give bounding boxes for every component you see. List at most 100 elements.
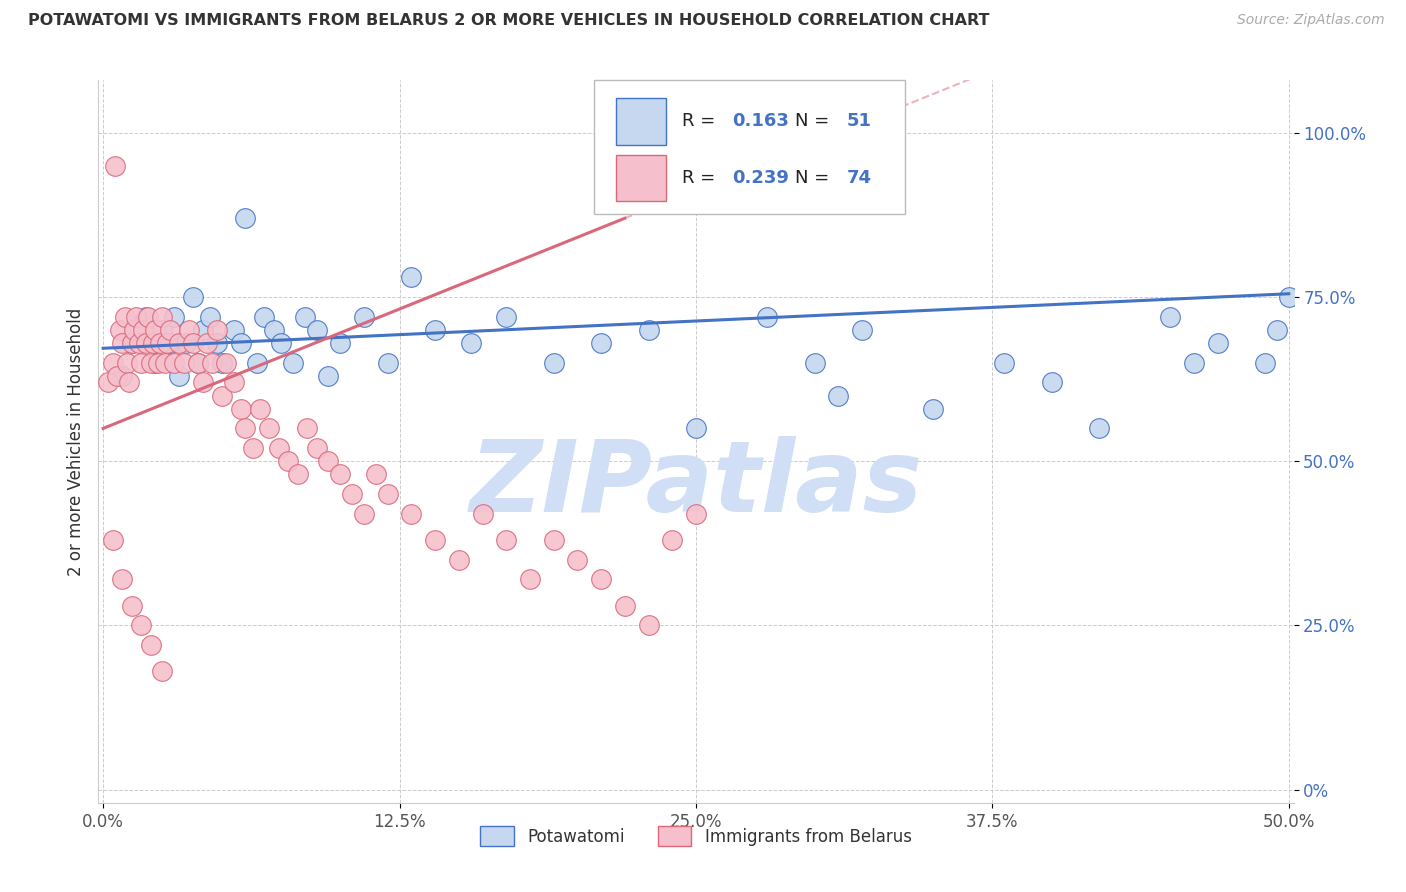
Point: [191, 323, 214, 337]
Point: [121, 336, 143, 351]
Point: [1254, 356, 1277, 370]
Point: [235, 211, 257, 226]
Point: [543, 533, 565, 547]
Point: [222, 376, 245, 390]
Point: [637, 618, 659, 632]
Point: [135, 310, 157, 324]
Point: [187, 356, 209, 370]
Point: [1206, 336, 1229, 351]
Point: [249, 401, 271, 416]
Point: [152, 310, 174, 324]
Point: [377, 356, 399, 370]
Point: [181, 336, 204, 351]
Point: [156, 336, 179, 351]
Point: [263, 323, 285, 337]
Point: [661, 533, 683, 547]
Text: N =: N =: [796, 169, 835, 186]
Text: 74: 74: [846, 169, 872, 186]
Point: [519, 573, 541, 587]
Point: [1182, 356, 1205, 370]
Point: [543, 356, 565, 370]
Point: [149, 336, 172, 351]
Point: [318, 454, 340, 468]
Point: [235, 421, 257, 435]
Point: [129, 356, 152, 370]
Point: [294, 310, 316, 324]
Point: [143, 323, 166, 337]
Point: [167, 336, 190, 351]
Text: R =: R =: [682, 169, 721, 186]
Point: [159, 323, 181, 337]
Point: [163, 356, 186, 370]
Point: [114, 310, 136, 324]
Point: [340, 487, 363, 501]
Point: [1040, 376, 1063, 390]
Point: [205, 336, 228, 351]
Point: [567, 553, 589, 567]
Point: [229, 401, 252, 416]
Point: [1265, 323, 1288, 337]
Point: [167, 368, 190, 383]
Point: [851, 323, 873, 337]
Point: [111, 336, 134, 351]
Point: [613, 599, 636, 613]
Point: [222, 323, 245, 337]
Point: [97, 376, 120, 390]
Text: Source: ZipAtlas.com: Source: ZipAtlas.com: [1237, 13, 1385, 28]
Point: [139, 356, 162, 370]
Point: [353, 507, 375, 521]
Y-axis label: 2 or more Vehicles in Household: 2 or more Vehicles in Household: [66, 308, 84, 575]
Point: [827, 388, 849, 402]
Point: [205, 323, 228, 337]
Text: N =: N =: [796, 112, 835, 130]
Point: [447, 553, 470, 567]
Point: [281, 356, 304, 370]
Point: [122, 323, 145, 337]
Legend: Potawatomi, Immigrants from Belarus: Potawatomi, Immigrants from Belarus: [474, 820, 918, 852]
Point: [329, 467, 352, 482]
Point: [364, 467, 387, 482]
Point: [111, 573, 134, 587]
Point: [135, 336, 157, 351]
Point: [401, 507, 423, 521]
Point: [211, 356, 233, 370]
Point: [153, 356, 176, 370]
Point: [401, 270, 423, 285]
Point: [471, 507, 494, 521]
Point: [1278, 290, 1301, 304]
Point: [132, 323, 155, 337]
Point: [495, 310, 517, 324]
Text: POTAWATOMI VS IMMIGRANTS FROM BELARUS 2 OR MORE VEHICLES IN HOUSEHOLD CORRELATIO: POTAWATOMI VS IMMIGRANTS FROM BELARUS 2 …: [28, 13, 990, 29]
Text: R =: R =: [682, 112, 721, 130]
Point: [104, 159, 127, 173]
Point: [177, 323, 200, 337]
Point: [101, 533, 124, 547]
Point: [756, 310, 779, 324]
Point: [152, 665, 174, 679]
Point: [803, 356, 825, 370]
Point: [295, 421, 318, 435]
Point: [1159, 310, 1181, 324]
Point: [246, 356, 269, 370]
Point: [685, 421, 707, 435]
Point: [198, 310, 221, 324]
Point: [173, 356, 195, 370]
Point: [201, 356, 224, 370]
Point: [637, 323, 659, 337]
Point: [143, 356, 166, 370]
Point: [423, 533, 446, 547]
Point: [1088, 421, 1111, 435]
Point: [287, 467, 309, 482]
Point: [242, 441, 264, 455]
Point: [111, 368, 134, 383]
Point: [191, 376, 214, 390]
Point: [174, 336, 197, 351]
Point: [329, 336, 352, 351]
Point: [318, 368, 340, 383]
Point: [353, 310, 375, 324]
Text: ZIPatlas: ZIPatlas: [470, 436, 922, 533]
Point: [591, 336, 613, 351]
Point: [495, 533, 517, 547]
Point: [197, 336, 219, 351]
Point: [146, 356, 169, 370]
